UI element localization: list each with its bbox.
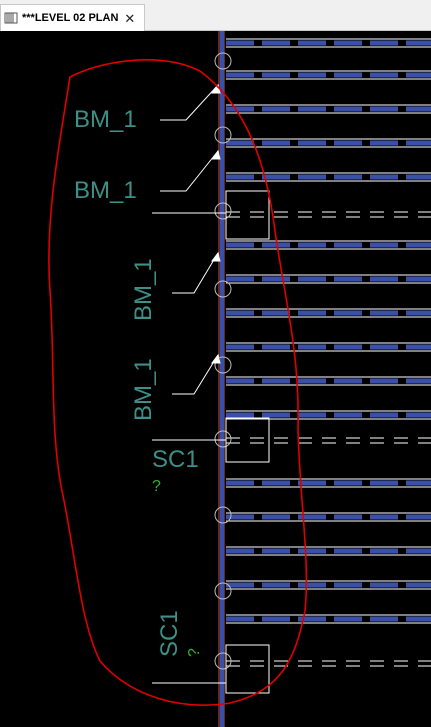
dashed-beams [226,211,431,667]
connection-tag-sc1-bottom[interactable]: SC1 [156,610,183,657]
connection-symbol [214,52,232,70]
connection-symbol [214,356,232,374]
beam [226,614,431,624]
beam [226,240,431,250]
beam [226,546,431,556]
beam [226,138,431,148]
vertical-girder [218,31,225,727]
connection-tag-question-middle: ? [152,478,161,495]
beam [226,274,431,284]
beam [226,70,431,80]
markup-cloud [48,59,308,706]
close-icon[interactable]: ✕ [124,10,136,26]
beam-connection-symbols [214,52,232,670]
beam [226,478,431,488]
beam [226,342,431,352]
connection-symbol [214,506,232,524]
connection-symbol [214,126,232,144]
beam [226,376,431,386]
connection-tag-question-bottom: ? [186,648,203,657]
beam [226,308,431,318]
beam-tag-bm-1-second[interactable]: BM_1 [74,177,137,204]
connection-symbol [214,652,232,670]
view-tab-title: ***LEVEL 02 PLAN [22,12,119,24]
beam [226,104,431,114]
beam [226,580,431,590]
beam [226,38,431,48]
plan-view-icon [4,11,18,25]
plan-drawing [48,31,431,727]
beam [226,410,431,420]
beam [226,512,431,522]
beam [226,172,431,182]
beam-tag-bm-1-top[interactable]: BM_1 [74,106,137,133]
beam-tag-bm-1-vertical-upper[interactable]: BM_1 [130,258,157,321]
connection-tag-sc1-middle[interactable]: SC1 [152,446,199,473]
connection-symbol [214,280,232,298]
connection-symbol [214,430,232,448]
connection-symbol [214,582,232,600]
horizontal-beams [226,38,431,624]
drawing-canvas[interactable]: BM_1 BM_1 BM_1 BM_1 SC1 ? SC1 ? [0,31,431,727]
beam-tag-bm-1-vertical-lower[interactable]: BM_1 [130,358,157,421]
view-tab-bar: ***LEVEL 02 PLAN ✕ [0,0,431,31]
connection-symbol [214,202,232,220]
view-tab-level-02-plan[interactable]: ***LEVEL 02 PLAN ✕ [0,4,145,31]
